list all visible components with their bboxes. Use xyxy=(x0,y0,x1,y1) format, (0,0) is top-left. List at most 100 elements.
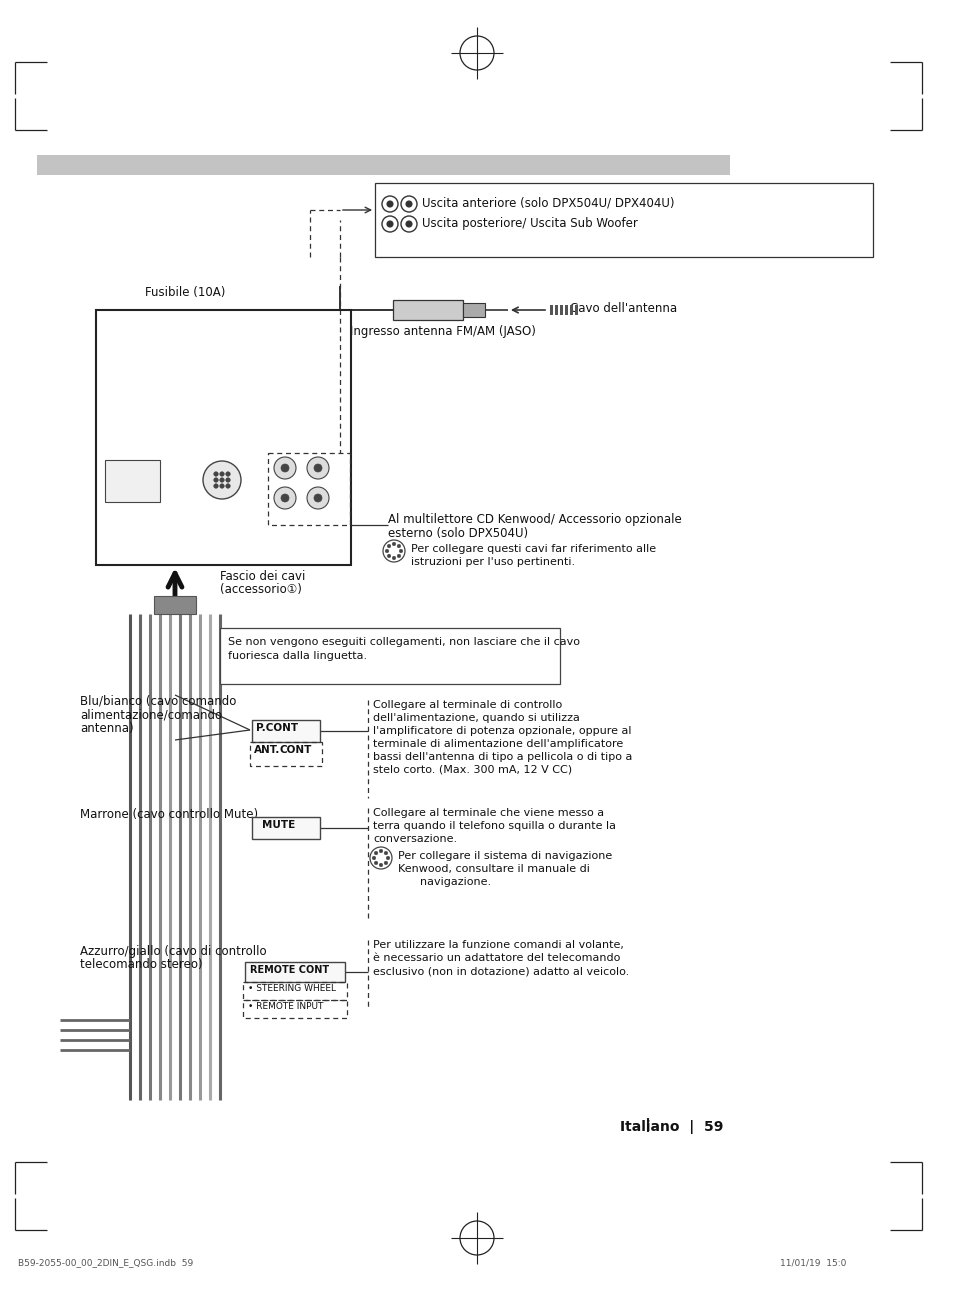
Bar xyxy=(559,305,562,315)
Text: telecomando stereo): telecomando stereo) xyxy=(80,958,202,971)
Text: Al multilettore CD Kenwood/ Accessorio opzionale: Al multilettore CD Kenwood/ Accessorio o… xyxy=(388,513,681,525)
Circle shape xyxy=(398,549,402,553)
Bar xyxy=(252,720,319,742)
Text: Marrone (cavo controllo Mute): Marrone (cavo controllo Mute) xyxy=(80,808,258,821)
Text: Blu/bianco (cavo comando: Blu/bianco (cavo comando xyxy=(80,695,236,707)
Text: • REMOTE INPUT: • REMOTE INPUT xyxy=(248,1002,323,1011)
Circle shape xyxy=(374,861,377,865)
Circle shape xyxy=(314,463,322,473)
Circle shape xyxy=(281,463,289,473)
Bar xyxy=(243,982,347,1001)
Bar xyxy=(105,460,160,502)
Text: REMOTE CONT: REMOTE CONT xyxy=(250,964,329,975)
Bar xyxy=(96,310,351,565)
Text: bassi dell'antenna di tipo a pellicola o di tipo a: bassi dell'antenna di tipo a pellicola o… xyxy=(373,751,632,762)
Bar xyxy=(37,155,729,176)
Text: l'amplificatore di potenza opzionale, oppure al: l'amplificatore di potenza opzionale, op… xyxy=(373,726,631,736)
Circle shape xyxy=(219,484,224,488)
Circle shape xyxy=(226,484,230,488)
Circle shape xyxy=(387,545,391,547)
Bar xyxy=(555,305,558,315)
Text: Se non vengono eseguiti collegamenti, non lasciare che il cavo: Se non vengono eseguiti collegamenti, no… xyxy=(228,636,579,647)
Circle shape xyxy=(400,196,416,212)
Bar xyxy=(153,596,195,615)
Circle shape xyxy=(387,554,391,558)
Text: conversazione.: conversazione. xyxy=(373,834,456,844)
Bar xyxy=(550,305,553,315)
Text: Uscita posteriore/ Uscita Sub Woofer: Uscita posteriore/ Uscita Sub Woofer xyxy=(421,217,638,230)
Text: antenna): antenna) xyxy=(80,722,133,735)
Circle shape xyxy=(226,478,230,483)
Text: navigazione.: navigazione. xyxy=(419,877,491,887)
Text: P.CONT: P.CONT xyxy=(255,723,297,733)
Circle shape xyxy=(314,494,322,502)
Bar xyxy=(245,962,345,982)
Circle shape xyxy=(400,216,416,232)
Circle shape xyxy=(274,487,295,509)
Bar xyxy=(243,1001,347,1019)
Text: • STEERING WHEEL: • STEERING WHEEL xyxy=(248,984,335,993)
Bar xyxy=(250,742,322,766)
Text: terra quando il telefono squilla o durante la: terra quando il telefono squilla o duran… xyxy=(373,821,616,831)
Circle shape xyxy=(281,494,289,502)
Bar xyxy=(564,305,567,315)
Circle shape xyxy=(386,856,390,860)
Text: ANT.: ANT. xyxy=(253,745,280,755)
Circle shape xyxy=(213,478,218,483)
Circle shape xyxy=(392,556,395,560)
Circle shape xyxy=(219,471,224,476)
Circle shape xyxy=(392,542,395,546)
Circle shape xyxy=(378,849,382,853)
Circle shape xyxy=(396,545,400,547)
Text: Per utilizzare la funzione comandi al volante,: Per utilizzare la funzione comandi al vo… xyxy=(373,940,623,950)
Circle shape xyxy=(219,478,224,483)
Text: Fusibile (10A): Fusibile (10A) xyxy=(145,287,225,300)
Bar xyxy=(462,303,484,318)
Text: dell'alimentazione, quando si utilizza: dell'alimentazione, quando si utilizza xyxy=(373,713,579,723)
Text: Cavo dell'antenna: Cavo dell'antenna xyxy=(569,302,677,315)
Text: Collegare al terminale che viene messo a: Collegare al terminale che viene messo a xyxy=(373,808,603,818)
Text: (accessorio①): (accessorio①) xyxy=(220,584,301,596)
Text: fuoriesca dalla linguetta.: fuoriesca dalla linguetta. xyxy=(228,651,367,661)
Text: esclusivo (non in dotazione) adatto al veicolo.: esclusivo (non in dotazione) adatto al v… xyxy=(373,966,629,976)
Text: B59-2055-00_00_2DIN_E_QSG.indb  59: B59-2055-00_00_2DIN_E_QSG.indb 59 xyxy=(18,1257,193,1266)
Text: Uscita anteriore (solo DPX504U/ DPX404U): Uscita anteriore (solo DPX504U/ DPX404U) xyxy=(421,198,674,210)
Text: Collegare al terminale di controllo: Collegare al terminale di controllo xyxy=(373,700,561,710)
Text: terminale di alimentazione dell'amplificatore: terminale di alimentazione dell'amplific… xyxy=(373,738,622,749)
Circle shape xyxy=(406,221,412,227)
Text: Italiano  |  59: Italiano | 59 xyxy=(619,1121,722,1133)
Circle shape xyxy=(387,221,393,227)
Bar xyxy=(268,453,350,525)
Circle shape xyxy=(381,216,397,232)
Circle shape xyxy=(374,851,377,855)
Circle shape xyxy=(307,457,329,479)
Circle shape xyxy=(274,457,295,479)
Circle shape xyxy=(384,861,387,865)
Circle shape xyxy=(387,201,393,207)
Circle shape xyxy=(213,471,218,476)
Circle shape xyxy=(203,461,241,500)
Circle shape xyxy=(213,484,218,488)
Text: Per collegare il sistema di navigazione: Per collegare il sistema di navigazione xyxy=(397,851,612,861)
Circle shape xyxy=(396,554,400,558)
Circle shape xyxy=(307,487,329,509)
Circle shape xyxy=(384,851,387,855)
Text: Azzurro/giallo (cavo di controllo: Azzurro/giallo (cavo di controllo xyxy=(80,945,266,958)
Text: Ingresso antenna FM/AM (JASO): Ingresso antenna FM/AM (JASO) xyxy=(350,325,536,338)
Text: Per collegare questi cavi far riferimento alle: Per collegare questi cavi far riferiment… xyxy=(411,544,656,554)
Bar xyxy=(569,305,573,315)
Circle shape xyxy=(385,549,389,553)
Circle shape xyxy=(381,196,397,212)
Text: MUTE: MUTE xyxy=(262,820,294,830)
Bar xyxy=(252,817,319,839)
Bar xyxy=(575,305,578,315)
Text: 11/01/19  15:0: 11/01/19 15:0 xyxy=(780,1257,845,1266)
Text: Kenwood, consultare il manuale di: Kenwood, consultare il manuale di xyxy=(397,864,589,874)
Text: alimentazione/comando: alimentazione/comando xyxy=(80,709,222,722)
Text: esterno (solo DPX504U): esterno (solo DPX504U) xyxy=(388,527,528,540)
Circle shape xyxy=(378,864,382,866)
Bar xyxy=(220,627,559,684)
Bar xyxy=(375,183,872,257)
Bar xyxy=(393,300,462,320)
Circle shape xyxy=(406,201,412,207)
